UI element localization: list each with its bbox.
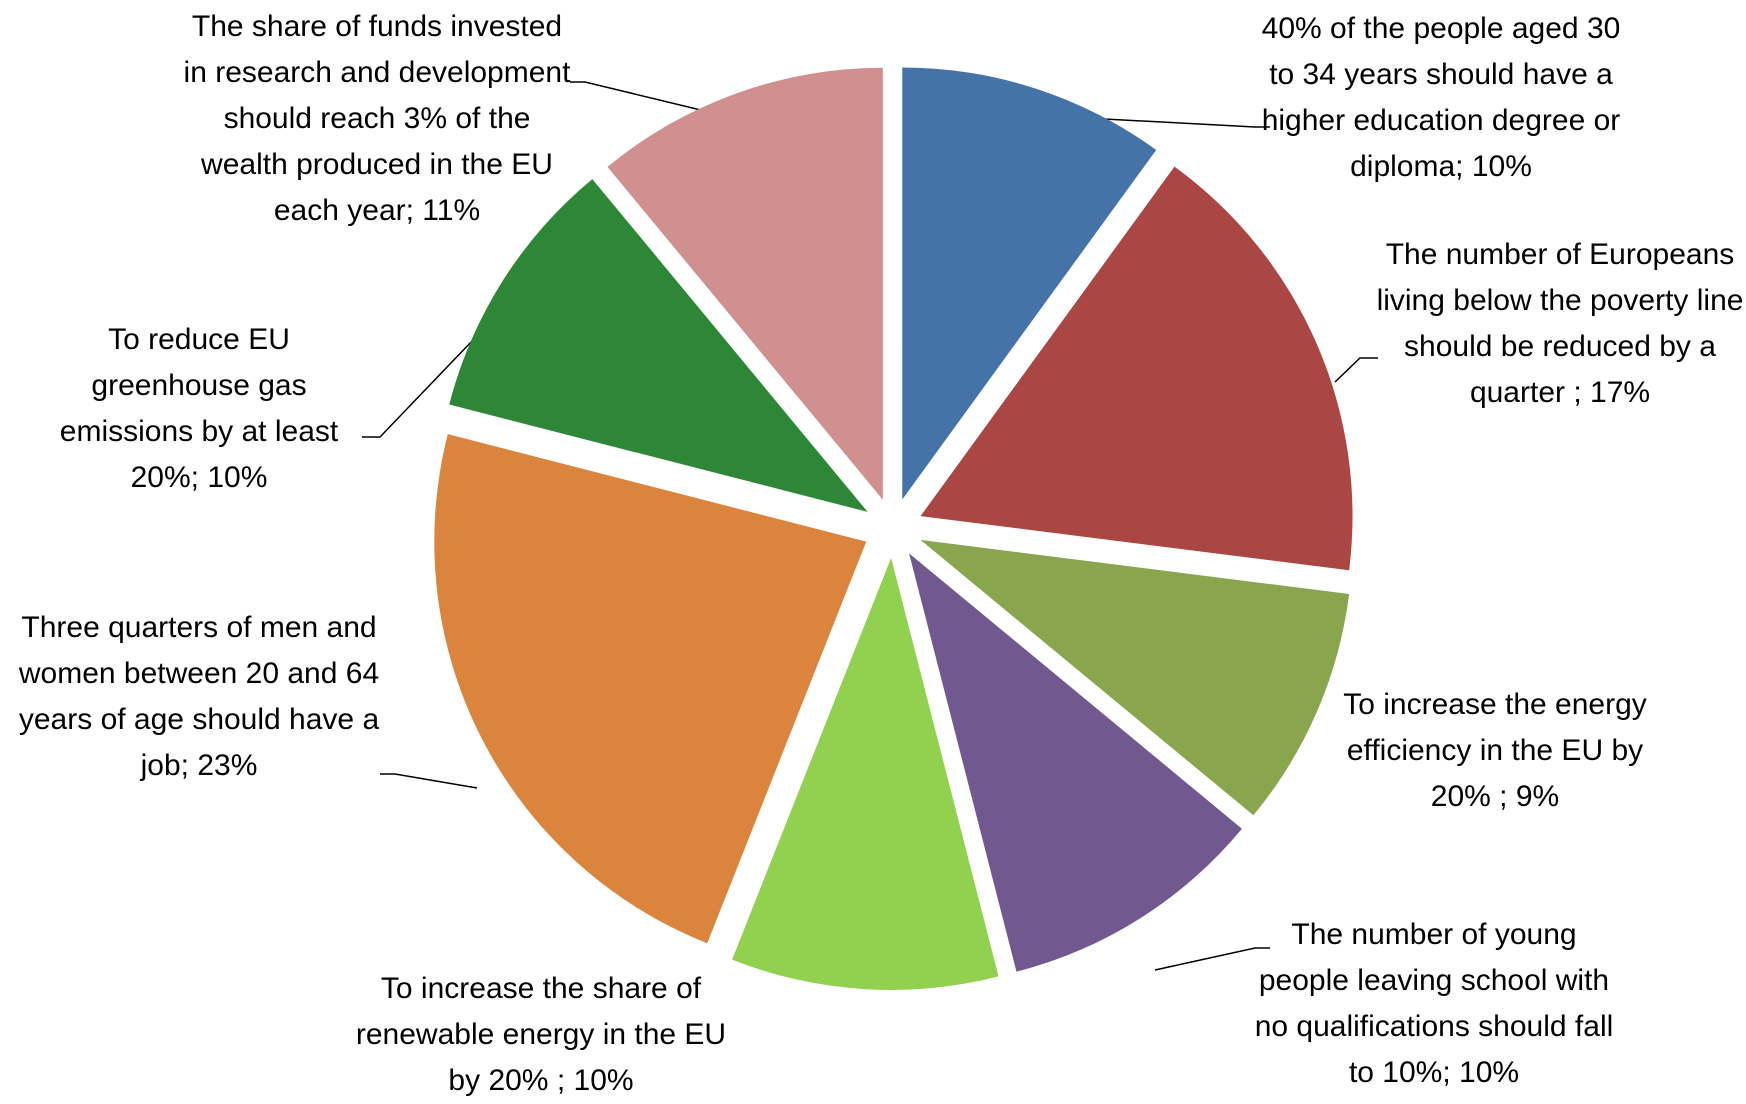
leader-line [380,773,478,789]
category-label: The number of young people leaving schoo… [1254,918,1614,1089]
category-label: Three quarters of men and women between … [18,611,380,782]
pie-slice [449,179,868,512]
leader-line [570,81,739,120]
value-label: ; 10% [1455,150,1532,183]
pie-slice [732,557,999,990]
category-label: The number of Europeans living below the… [1376,238,1744,409]
data-label: The share of funds invested in research … [182,4,572,234]
category-label: To reduce EU greenhouse gas emissions by… [59,323,339,494]
leader-line [1154,947,1270,971]
leader-line [1334,357,1378,383]
pie-slice [902,67,1157,500]
pie-slice [920,539,1350,816]
data-label: Three quarters of men and women between … [9,605,389,789]
category-label: To increase the energy efficiency in the… [1343,688,1647,813]
value-label: ; 10% [190,461,268,494]
pie-slice [607,67,883,500]
data-label: The number of young people leaving schoo… [1249,912,1619,1096]
pie-slice [909,553,1242,972]
category-label: The share of funds invested in research … [183,10,571,227]
value-label: ; 9% [1490,780,1560,813]
data-label: To reduce EU greenhouse gas emissions by… [39,317,359,501]
leader-lines [362,81,1378,971]
data-label: To increase the energy efficiency in the… [1340,682,1650,820]
leader-line [1047,115,1270,128]
leader-line [362,314,498,438]
category-label: 40% of the people aged 30 to 34 years sh… [1261,12,1621,183]
category-label: To increase the share of renewable energ… [355,972,727,1097]
value-label: ; 10% [548,1064,634,1097]
data-label: 40% of the people aged 30 to 34 years sh… [1246,6,1636,190]
data-label: The number of Europeans living below the… [1375,232,1745,416]
value-label: ; 23% [180,749,258,782]
value-label: ; 11% [405,194,481,227]
pie-slice [920,166,1353,571]
data-label: To increase the share of renewable energ… [341,966,741,1104]
value-label: ; 17% [1565,376,1651,409]
value-label: ; 10% [1442,1056,1520,1089]
pie-slice [434,434,867,944]
